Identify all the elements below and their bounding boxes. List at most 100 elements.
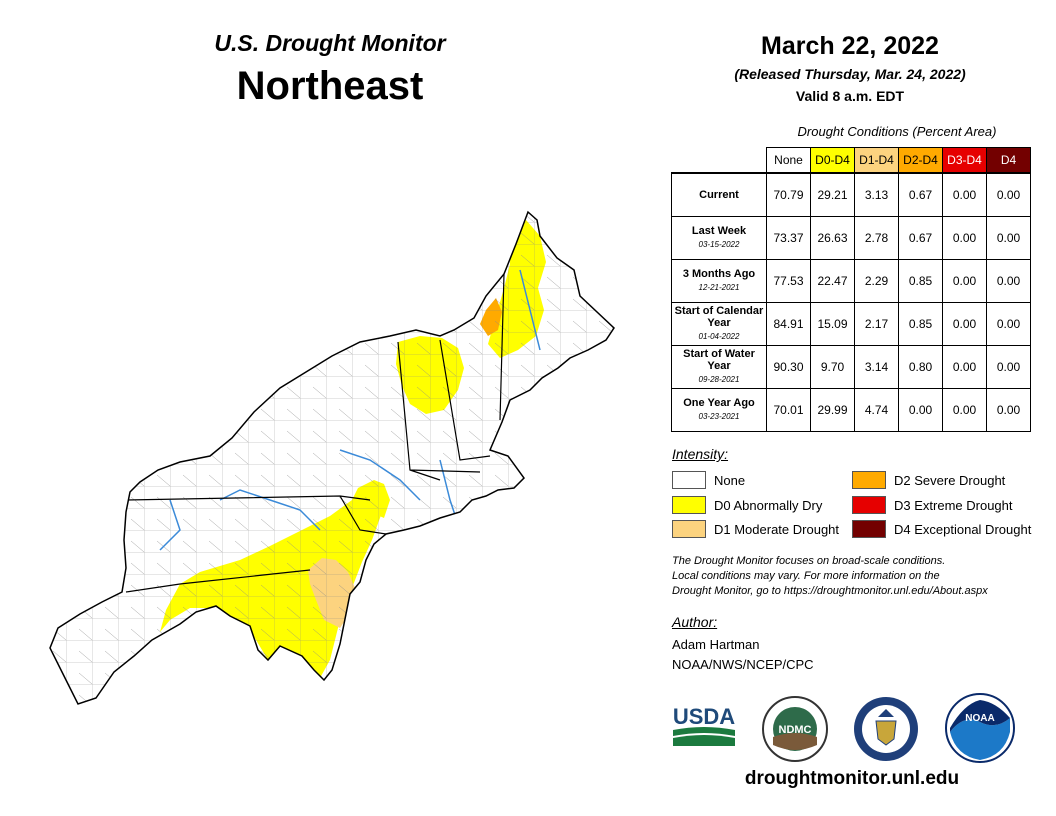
- usda-logo-text: USDA: [673, 704, 735, 729]
- table-cell: 0.85: [898, 302, 943, 346]
- row-date: 01-04-2022: [698, 332, 740, 341]
- legend-item: D4 Exceptional Drought: [852, 520, 1031, 538]
- table-cell: 0.00: [898, 388, 943, 432]
- table-cell: 15.09: [810, 302, 855, 346]
- table-cell: 70.01: [766, 388, 811, 432]
- legend-label: D3 Extreme Drought: [894, 497, 1013, 513]
- table-cell: 77.53: [766, 259, 811, 303]
- valid-time: Valid 8 a.m. EDT: [795, 88, 905, 104]
- table-cell: 70.79: [766, 172, 811, 217]
- row-label: Start of Calendar Year 01-04-2022: [671, 302, 767, 346]
- column-header: D1-D4: [854, 147, 899, 174]
- table-cell: 0.00: [942, 259, 987, 303]
- legend-label: D0 Abnormally Dry: [714, 497, 823, 513]
- footer-url[interactable]: droughtmonitor.unl.edu: [744, 768, 960, 789]
- legend-swatch: [672, 496, 706, 514]
- table-cell: 2.17: [854, 302, 899, 346]
- column-header: D2-D4: [898, 147, 943, 174]
- legend-swatch: [672, 471, 706, 489]
- table-cell: 84.91: [766, 302, 811, 346]
- legend-label: D2 Severe Drought: [894, 472, 1006, 488]
- table-row: Start of Water Year 09-28-2021 90.30 9.70 3.…: [671, 345, 1031, 389]
- drought-areas: [50, 212, 614, 704]
- row-label-text: 3 Months Ago: [682, 268, 756, 280]
- legend-item: D0 Abnormally Dry: [672, 496, 822, 514]
- legend-item: None: [672, 471, 745, 489]
- table-row: Current 70.79 29.21 3.13 0.67 0.00 0.00: [671, 172, 1031, 217]
- author-heading: Author:: [672, 614, 718, 630]
- noaa-logo-text: NOAA: [965, 713, 994, 724]
- legend-swatch: [852, 496, 886, 514]
- table-caption: Drought Conditions (Percent Area): [797, 124, 997, 139]
- table-row: Last Week 03-15-2022 73.37 26.63 2.78 0.67 0.0…: [671, 216, 1031, 260]
- legend-swatch: [852, 471, 886, 489]
- table-cell: 0.85: [898, 259, 943, 303]
- table-cell: 3.13: [854, 172, 899, 217]
- row-label-text: Start of Calendar Year: [674, 305, 764, 329]
- row-label: 3 Months Ago 12-21-2021: [671, 259, 767, 303]
- region-title: Northeast: [236, 64, 424, 108]
- column-header: D0-D4: [810, 147, 855, 174]
- legend-title: Intensity:: [672, 446, 729, 462]
- ndmc-logo: NDMC: [762, 696, 828, 762]
- table-cell: 0.80: [898, 345, 943, 389]
- legend-item: D1 Moderate Drought: [672, 520, 839, 538]
- table-cell: 29.99: [810, 388, 855, 432]
- table-row: Start of Calendar Year 01-04-2022 84.91 15.…: [671, 302, 1031, 346]
- row-date: 03-15-2022: [698, 240, 740, 249]
- column-header: None: [766, 147, 811, 174]
- noaa-logo: NOAA: [945, 693, 1015, 763]
- author-name: Adam Hartman: [672, 637, 760, 652]
- note-line-1: The Drought Monitor focuses on broad-sca…: [672, 555, 946, 567]
- row-date: 03-23-2021: [698, 412, 740, 421]
- table-cell: 26.63: [810, 216, 855, 260]
- commerce-seal-logo: [854, 697, 918, 761]
- legend-label: None: [714, 472, 746, 488]
- disclaimer-note: The Drought Monitor focuses on broad-sca…: [672, 554, 1042, 599]
- table-cell: 0.00: [986, 302, 1031, 346]
- table-cell: 2.78: [854, 216, 899, 260]
- table-cell: 0.67: [898, 172, 943, 217]
- column-header: D4: [986, 147, 1031, 174]
- row-label: Current: [671, 172, 767, 217]
- map-date: March 22, 2022: [761, 32, 939, 60]
- table-cell: 3.14: [854, 345, 899, 389]
- table-cell: 22.47: [810, 259, 855, 303]
- author-org: NOAA/NWS/NCEP/CPC: [672, 657, 814, 672]
- table-cell: 0.00: [942, 172, 987, 217]
- ndmc-logo-text: NDMC: [779, 724, 812, 736]
- legend-item: D3 Extreme Drought: [852, 496, 1013, 514]
- table-corner: [672, 148, 767, 174]
- row-label-text: One Year Ago: [683, 397, 755, 409]
- table-cell: 0.67: [898, 216, 943, 260]
- row-label-text: Current: [699, 189, 739, 201]
- table-cell: 4.74: [854, 388, 899, 432]
- row-date: 12-21-2021: [698, 283, 740, 292]
- column-header: D3-D4: [942, 147, 987, 174]
- table-cell: 0.00: [942, 216, 987, 260]
- row-label: Start of Water Year 09-28-2021: [671, 345, 767, 389]
- table-cell: 0.00: [942, 345, 987, 389]
- note-line-3: Drought Monitor, go to https://droughtmo…: [672, 585, 988, 597]
- row-date: 09-28-2021: [698, 375, 740, 384]
- table-cell: 0.00: [986, 172, 1031, 217]
- table-cell: 0.00: [986, 216, 1031, 260]
- table-header-row: None D0-D4 D1-D4 D2-D4 D3-D4 D4: [672, 147, 1031, 174]
- legend-item: D2 Severe Drought: [852, 471, 1005, 489]
- table-cell: 73.37: [766, 216, 811, 260]
- row-label-text: Last Week: [691, 225, 747, 237]
- table-cell: 29.21: [810, 172, 855, 217]
- note-line-2: Local conditions may vary. For more info…: [672, 570, 940, 582]
- table-cell: 0.00: [942, 302, 987, 346]
- drought-conditions-table: None D0-D4 D1-D4 D2-D4 D3-D4 D4 Current 70.79 2…: [671, 147, 1031, 432]
- table-cell: 2.29: [854, 259, 899, 303]
- table-row: 3 Months Ago 12-21-2021 77.53 22.47 2.29 0.85…: [671, 259, 1031, 303]
- legend-swatch: [672, 520, 706, 538]
- released-date: (Released Thursday, Mar. 24, 2022): [734, 66, 966, 82]
- table-cell: 0.00: [942, 388, 987, 432]
- row-label: Last Week 03-15-2022: [671, 216, 767, 260]
- table-cell: 90.30: [766, 345, 811, 389]
- state-borders: [125, 273, 505, 593]
- table-row: One Year Ago 03-23-2021 70.01 29.99 4.74 0.00…: [671, 388, 1031, 432]
- row-label-text: Start of Water Year: [683, 348, 755, 372]
